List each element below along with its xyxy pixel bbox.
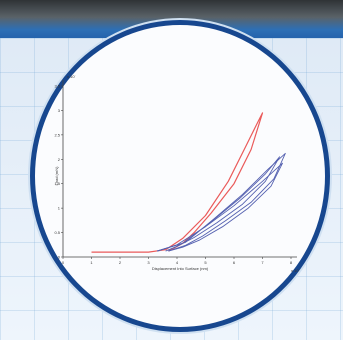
x-axis-scale-label: x 10´ <box>291 268 300 273</box>
y-tick-label: 2.5 <box>54 132 60 137</box>
series-line-1 <box>91 112 264 253</box>
chart-axes <box>62 80 297 258</box>
y-tick-label: 0 <box>58 255 61 260</box>
x-tick-label: 6 <box>233 260 236 265</box>
x-tick-label: 5 <box>204 260 207 265</box>
y-tick-label: 1.5 <box>54 181 60 186</box>
x-tick-label: 8 <box>290 260 293 265</box>
y-tick-label: 0.5 <box>54 230 60 235</box>
series-line-2 <box>156 162 283 252</box>
y-tick-label: 3.5 <box>54 84 60 89</box>
x-tick-label: 7 <box>261 260 264 265</box>
series-line-4 <box>156 152 286 252</box>
y-axis-label: Load (mN) <box>54 166 59 186</box>
x-tick-label: 4 <box>176 260 179 265</box>
circular-chart-frame <box>30 20 330 332</box>
y-axis-scale-label: x 10´ <box>67 74 76 79</box>
x-tick-label: 1 <box>90 260 93 265</box>
chart-ticks: 0 1 2 3 4 5 6 7 8 0 0.5 1 1.5 2 2.5 3 3.5 <box>54 84 292 266</box>
y-tick-label: 2 <box>58 157 61 162</box>
chart-curves <box>91 112 286 253</box>
y-tick-label: 3 <box>58 108 61 113</box>
x-tick-label: 2 <box>119 260 122 265</box>
y-tick-label: 1 <box>58 206 61 211</box>
x-tick-label: 0 <box>62 260 65 265</box>
x-axis-label: Displacement Into Surface (nm) <box>152 266 209 271</box>
x-tick-label: 3 <box>147 260 150 265</box>
